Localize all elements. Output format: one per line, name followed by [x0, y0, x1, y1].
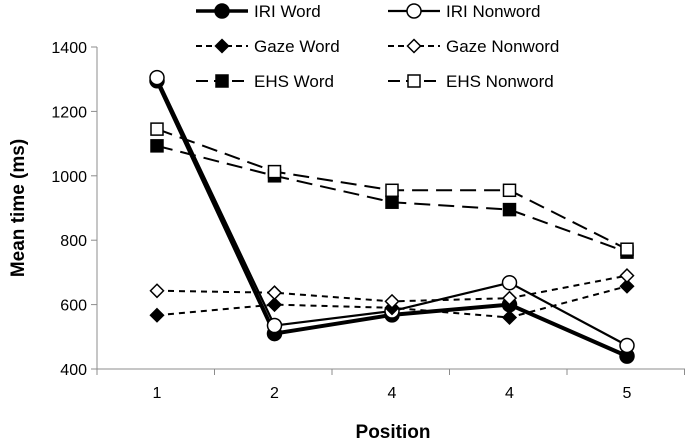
legend: IRI Word IRI Nonword Gaze Word Gaze Nonword…	[196, 2, 559, 91]
data-point	[149, 69, 165, 86]
legend-marker	[406, 38, 422, 54]
data-point	[266, 297, 283, 313]
y-axis-title: Mean time (ms)	[8, 139, 29, 277]
y-tick-label: 400	[60, 362, 87, 379]
legend-item: Gaze Nonword	[388, 37, 559, 56]
legend-label: EHS Nonword	[446, 72, 554, 91]
data-point	[502, 183, 517, 198]
data-point	[150, 122, 164, 136]
legend-label: IRI Word	[254, 2, 321, 21]
data-point	[501, 309, 518, 326]
legend-item: EHS Nonword	[388, 72, 554, 91]
data-point	[619, 337, 635, 354]
legend-label: IRI Nonword	[446, 2, 540, 21]
legend-item: Gaze Word	[196, 37, 340, 56]
legend-marker	[215, 74, 229, 88]
data-point	[149, 283, 165, 299]
series-layer	[149, 69, 635, 364]
legend-marker	[407, 74, 421, 88]
data-point	[619, 278, 635, 294]
legend-item: EHS Word	[196, 72, 334, 91]
x-tick-label: 4	[388, 385, 397, 402]
series-ehs-word	[150, 139, 634, 259]
data-point	[266, 285, 283, 301]
x-tick-label: 2	[270, 385, 279, 402]
data-point	[385, 183, 399, 198]
x-tick-label: 4	[505, 385, 514, 402]
data-point	[501, 274, 518, 291]
data-point	[619, 268, 635, 284]
data-point	[266, 317, 283, 334]
y-tick-label: 600	[60, 298, 87, 315]
x-tick-label: 5	[623, 385, 632, 402]
data-point	[267, 164, 282, 179]
series-gaze-nonword	[149, 268, 635, 309]
data-point	[502, 202, 517, 217]
data-point	[385, 195, 399, 209]
axes: 400 600 800 1000 1200 1400 1 2 4 4 5	[51, 40, 685, 402]
x-tick-label: 1	[153, 385, 162, 402]
legend-item: IRI Nonword	[388, 2, 540, 21]
legend-marker	[214, 3, 230, 19]
legend-item: IRI Word	[196, 2, 321, 21]
data-point	[149, 307, 165, 323]
legend-marker	[406, 3, 422, 19]
series-ehs-nonword	[150, 122, 634, 256]
legend-marker	[214, 38, 230, 54]
data-point	[384, 293, 400, 309]
data-point	[501, 290, 518, 306]
y-tick-label: 1000	[51, 169, 87, 186]
legend-label: Gaze Nonword	[446, 37, 559, 56]
y-tick-label: 1400	[51, 40, 87, 57]
data-point	[620, 242, 634, 256]
y-tick-label: 800	[60, 233, 87, 250]
legend-label: Gaze Word	[254, 37, 340, 56]
y-tick-label: 1200	[51, 104, 87, 121]
data-point	[150, 139, 164, 153]
legend-label: EHS Word	[254, 72, 334, 91]
x-axis-title: Position	[356, 422, 431, 440]
